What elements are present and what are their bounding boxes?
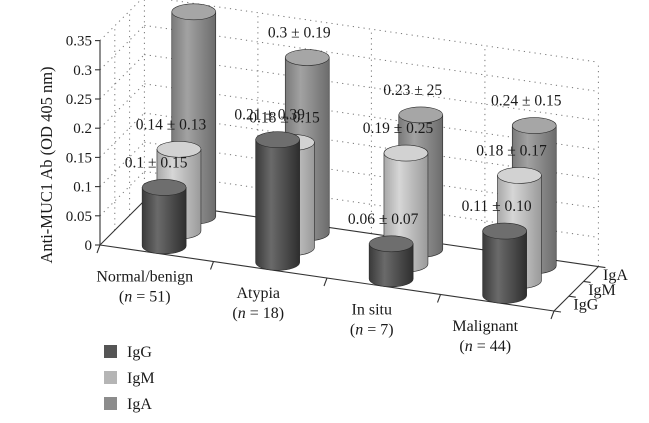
grid-line [144, 24, 599, 92]
depth-label: IgG [573, 297, 598, 314]
legend-label: IgA [127, 396, 152, 413]
bar-igg [141, 179, 187, 255]
x-tick-mark [436, 294, 442, 303]
grid-line [144, 54, 599, 122]
grid-line [144, 170, 599, 238]
depth-tick-mark [598, 266, 606, 269]
x-tick-mark [96, 244, 101, 254]
depth-label: IgA [603, 267, 628, 284]
y-axis-label: Anti-MUC1 Ab (OD 405 nm) [37, 66, 56, 263]
bar-top [141, 179, 187, 196]
depth-tick-mark [553, 310, 562, 313]
legend-label: IgG [127, 344, 152, 361]
value-label: 0.18 ± 0.15 [249, 109, 320, 126]
bar-body [368, 243, 414, 288]
bar-body [255, 139, 300, 271]
grid [99, 0, 599, 267]
grid-line [144, 112, 599, 180]
grid-line [144, 83, 599, 151]
y-tick-label: 0.3 [73, 63, 92, 79]
x-tick-mark [209, 261, 215, 270]
bar-top [284, 49, 330, 66]
legend-label: IgM [127, 370, 155, 387]
category-label: Normal/benign [96, 268, 193, 285]
category-label: In situ [352, 301, 392, 318]
bar-top [511, 117, 557, 134]
value-label: 0.19 ± 0.25 [363, 120, 434, 137]
value-label: 0.21 ± 0.39 [234, 107, 305, 124]
category-label: Atypia [236, 285, 280, 302]
y-tick-label: 0 [85, 238, 93, 254]
legend-swatch [104, 371, 117, 384]
bar-top [497, 167, 542, 184]
x-tick-mark [323, 277, 328, 287]
bar-top [398, 106, 444, 124]
category-n-label: (n = 51) [119, 288, 171, 305]
y-tick-label: 0.35 [66, 34, 92, 50]
depth-label: IgM [588, 282, 616, 299]
bar-igg [255, 131, 300, 271]
bar-top [171, 3, 217, 21]
x-tick-mark [550, 310, 555, 320]
grid-line [99, 54, 145, 100]
floor-edge [99, 200, 145, 246]
value-label: 0.3 ± 0.19 [268, 25, 331, 42]
bars [141, 3, 557, 304]
value-label: 0.14 ± 0.13 [136, 116, 207, 133]
value-label: 0.11 ± 0.10 [462, 198, 532, 215]
value-label: 0.06 ± 0.07 [348, 211, 419, 228]
bar-igg [368, 235, 414, 288]
bar-top [368, 235, 414, 253]
bar-top [255, 131, 300, 149]
value-label: 0.18 ± 0.17 [476, 142, 547, 159]
y-tick-label: 0.05 [66, 209, 92, 225]
legend-swatch [104, 397, 117, 410]
grid-line [99, 171, 145, 217]
grid-line [144, 141, 599, 209]
category-n-label: (n = 18) [232, 305, 284, 322]
bar-body [141, 187, 187, 255]
bar-igg [482, 222, 527, 304]
value-labels: 0.1 ± 0.15 0.21 ± 0.39 0.06 ± 0.07 0.11 ± 0… [125, 25, 562, 228]
grid-line [167, 0, 599, 63]
category-n-label: (n = 7) [350, 321, 394, 338]
grid-line [99, 25, 145, 71]
value-label: 0.1 ± 0.15 [125, 154, 188, 171]
bar-top [383, 144, 429, 162]
depth-tick-mark [568, 295, 576, 298]
category-n-label: (n = 44) [459, 338, 511, 355]
grid-line [99, 0, 142, 41]
y-tick-label: 0.2 [73, 121, 92, 137]
bar-top [482, 222, 527, 240]
legend: IgG IgM IgA [104, 344, 155, 413]
category-label: Malignant [452, 318, 518, 335]
y-tick-label: 0.1 [73, 180, 92, 196]
value-label: 0.23 ± 25 [383, 82, 442, 99]
bar-top [156, 140, 202, 158]
bar-body [482, 230, 527, 304]
y-tick-label: 0.15 [66, 150, 92, 166]
y-tick-label: 0.25 [66, 92, 92, 108]
value-label: 0.24 ± 0.15 [491, 93, 562, 110]
axes: 0 0.05 0.1 0.15 0.2 0.25 0.3 0.35 Anti-MUC1 Ab (… [37, 34, 628, 355]
legend-swatch [104, 345, 117, 358]
depth-tick-mark [583, 280, 591, 283]
depth-axis [553, 266, 599, 312]
